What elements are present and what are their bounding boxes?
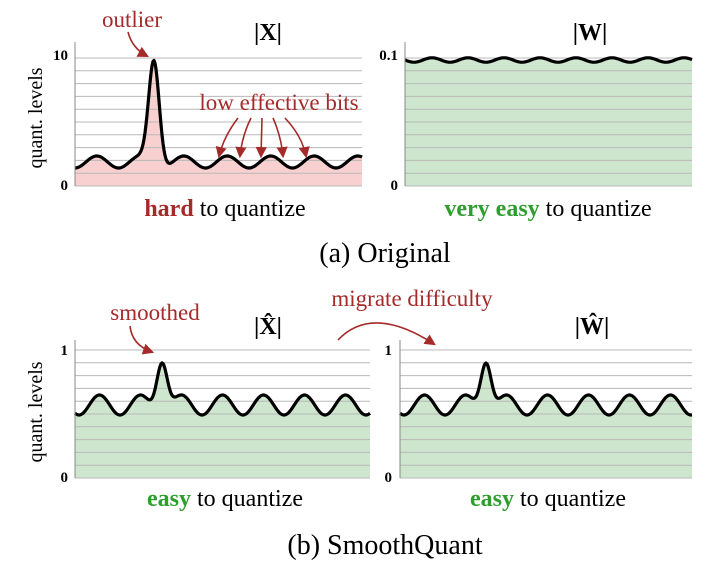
difficulty-smoothquant-w: easy to quantize — [470, 486, 626, 512]
y-tick-top-original-x: 10 — [53, 48, 68, 64]
outlier-label: outlier — [102, 7, 162, 32]
smoothed-label: smoothed — [110, 300, 200, 325]
panel-original-x: 10 0 |X| outlier low effective bits hard… — [53, 7, 363, 222]
outlier-arrow — [127, 31, 149, 58]
weight-curve-original — [404, 56, 693, 64]
smoothed-arrow — [129, 325, 155, 355]
difficulty-original-x: hard to quantize — [144, 196, 305, 222]
activation-curve-original — [74, 58, 363, 170]
activation-curve-smoothquant — [74, 361, 371, 417]
gridlines-original-x — [75, 57, 362, 187]
y-axis-label-smoothquant: quant. levels — [25, 361, 47, 462]
panel-smoothquant-x: 1 0 |X̂| smoothed easy to quantize — [61, 300, 371, 512]
y-tick-top-smoothquant-x: 1 — [61, 343, 69, 359]
difficulty-word-original-x: hard — [144, 196, 194, 222]
difficulty-word-smoothquant-x: easy — [147, 486, 191, 512]
area-fill-original-x — [75, 60, 362, 186]
difficulty-rest-smoothquant-x: to quantize — [191, 486, 303, 512]
low-bits-arrow-4 — [272, 117, 288, 159]
caption-original: (a) Original — [319, 238, 451, 269]
gridlines-smoothquant-w — [400, 349, 692, 479]
y-tick-bottom-original-x: 0 — [61, 178, 69, 194]
y-axis-label-original: quant. levels — [25, 67, 47, 168]
panel-title-original-x: |X| — [254, 20, 282, 46]
y-tick-top-smoothquant-w: 1 — [385, 343, 393, 359]
gridlines-smoothquant-x — [75, 349, 370, 479]
panel-title-smoothquant-w: |Ŵ| — [575, 313, 610, 340]
panel-title-smoothquant-x: |X̂| — [254, 313, 282, 340]
area-fill-smoothquant-x — [75, 362, 370, 478]
difficulty-rest-original-x: to quantize — [194, 196, 306, 222]
panel-title-original-w: |W| — [573, 20, 608, 46]
caption-smoothquant: (b) SmoothQuant — [287, 530, 482, 561]
low-bits-label: low effective bits — [199, 90, 358, 115]
y-tick-top-original-w: 0.1 — [379, 48, 398, 64]
weight-curve-smoothquant — [399, 361, 693, 417]
low-bits-arrow-5 — [284, 117, 310, 159]
migrate-difficulty-label: migrate difficulty — [331, 286, 493, 311]
difficulty-original-w: very easy to quantize — [444, 196, 651, 222]
gridlines-original-w — [405, 57, 692, 187]
difficulty-rest-original-w: to quantize — [540, 196, 652, 222]
y-tick-bottom-smoothquant-w: 0 — [385, 470, 393, 486]
area-fill-smoothquant-w — [400, 363, 692, 478]
low-bits-arrows — [215, 117, 310, 159]
low-bits-arrow-2 — [235, 117, 252, 159]
y-tick-bottom-original-w: 0 — [391, 178, 399, 194]
difficulty-word-smoothquant-w: easy — [470, 486, 514, 512]
y-tick-bottom-smoothquant-x: 0 — [61, 470, 69, 486]
low-bits-arrow-1 — [215, 117, 239, 159]
low-bits-arrow-3 — [255, 117, 267, 159]
difficulty-rest-smoothquant-w: to quantize — [514, 486, 626, 512]
panel-original-w: 0.1 0 |W| very easy to quantize — [379, 20, 693, 222]
difficulty-smoothquant-x: easy to quantize — [147, 486, 303, 512]
migrate-difficulty-arrow — [337, 322, 436, 346]
panel-smoothquant-w: 1 0 |Ŵ| easy to quantize — [385, 313, 693, 512]
difficulty-word-original-w: very easy — [444, 196, 539, 222]
